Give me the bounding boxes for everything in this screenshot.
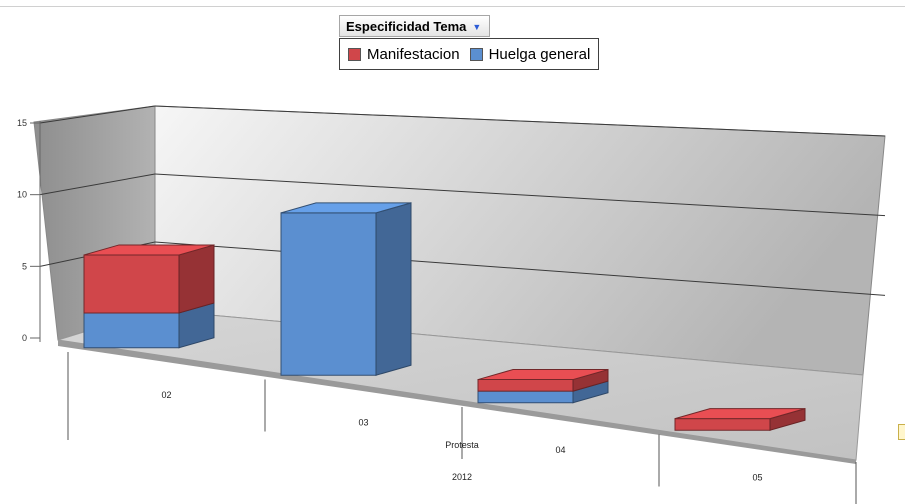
legend: Manifestacion Huelga general	[339, 38, 600, 70]
category-label: 03	[358, 417, 368, 427]
top-border	[0, 0, 905, 7]
gridline-side	[39, 173, 156, 196]
y-tick-label: 15	[17, 118, 27, 128]
legend-item-manifestacion: Manifestacion	[348, 46, 460, 63]
bar-segment-manifestacion	[83, 244, 215, 314]
legend-field-label: Especificidad Tema	[346, 19, 467, 34]
chart-floor-front-edge	[58, 340, 856, 464]
bar-segment-huelga-general	[280, 202, 412, 376]
bar-side-face	[178, 244, 215, 314]
legend-label-huelga-general: Huelga general	[488, 45, 591, 63]
bar-front-face	[477, 379, 574, 392]
legend-swatch-huelga-general	[469, 47, 483, 61]
category-label: 05	[752, 472, 762, 482]
axes	[30, 121, 857, 504]
bar-segment-huelga-general	[83, 302, 215, 349]
bar-front-face	[674, 418, 771, 431]
x-group-label: Protesta	[445, 440, 479, 450]
bar-side-face	[375, 202, 412, 376]
bar-top-face	[477, 369, 609, 381]
gridline-back	[154, 241, 886, 296]
bar-top-face	[674, 408, 806, 420]
gridline-back	[154, 173, 886, 217]
legend-field-button[interactable]: Especificidad Tema ▼	[339, 15, 491, 37]
bars	[83, 202, 806, 431]
side-scroll-button[interactable]	[898, 424, 905, 440]
category-label: 04	[555, 445, 565, 455]
legend-swatch-manifestacion	[348, 47, 361, 61]
y-tick-label: 10	[17, 190, 27, 200]
legend-label-manifestacion: Manifestacion	[367, 45, 460, 63]
bar-segment-manifestacion	[477, 368, 609, 392]
dropdown-arrow-icon: ▼	[472, 22, 482, 32]
gridline-back	[154, 105, 886, 137]
bar-front-face	[83, 254, 180, 314]
bar-top-face	[83, 244, 215, 256]
x-group-label: 2012	[452, 472, 472, 482]
category-label: 02	[161, 390, 171, 400]
legend-item-huelga-general: Huelga general	[469, 45, 591, 63]
gridlines	[39, 105, 886, 296]
bar-segment-manifestacion	[674, 407, 806, 431]
y-tick-label: 0	[22, 333, 27, 343]
bar-front-face	[280, 212, 377, 376]
bar-front-face	[83, 312, 180, 349]
bar-top-face	[280, 202, 412, 214]
gridline-side	[39, 105, 156, 124]
bar-segment-huelga-general	[477, 380, 609, 404]
bar-front-face	[477, 390, 574, 404]
y-tick-label: 5	[22, 261, 27, 271]
